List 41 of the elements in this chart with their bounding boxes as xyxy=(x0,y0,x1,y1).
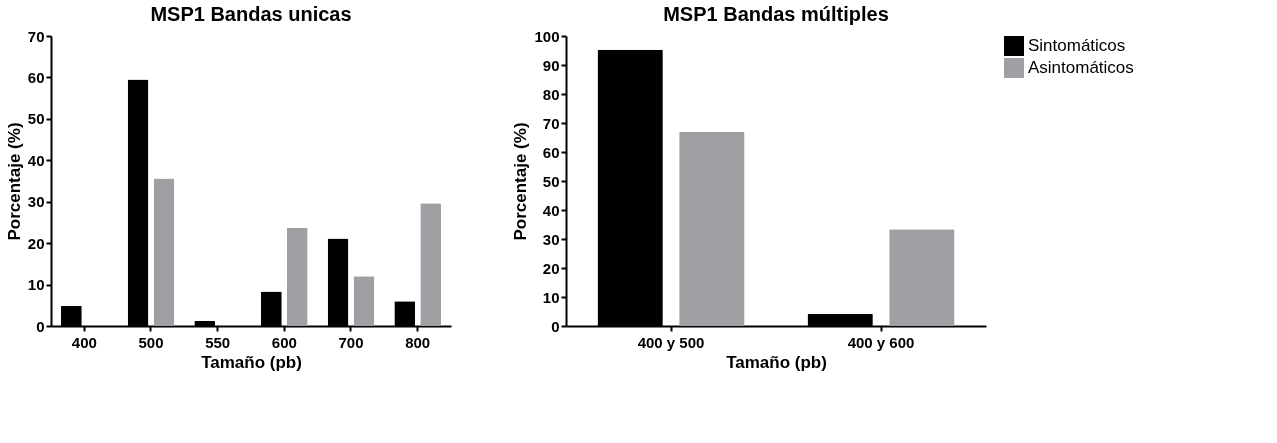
y-tick-label: 70 xyxy=(27,27,45,45)
bar xyxy=(353,276,375,326)
bar xyxy=(679,131,745,326)
y-tick-label: 60 xyxy=(542,143,560,161)
y-tick-label: 0 xyxy=(36,317,45,335)
y-tick-label: 40 xyxy=(27,151,45,169)
x-axis-title: Tamaño (pb) xyxy=(201,352,302,372)
chart-title: MSP1 Bandas unicas xyxy=(150,3,352,25)
x-tick-label: 800 xyxy=(405,333,431,351)
y-tick-label: 10 xyxy=(27,276,45,294)
bar xyxy=(420,203,441,326)
x-tick-label: 500 xyxy=(138,333,164,351)
y-tick-label: 80 xyxy=(542,85,560,103)
y-tick-label: 0 xyxy=(551,317,560,335)
x-axis-title: Tamaño (pb) xyxy=(726,352,827,372)
y-tick-label: 60 xyxy=(27,68,45,86)
y-tick-label: 20 xyxy=(27,234,45,252)
y-axis-title: Porcentaje (%) xyxy=(4,122,24,241)
x-tick-label: 400 y 500 xyxy=(637,333,705,351)
y-tick-label: 50 xyxy=(542,172,560,190)
bar xyxy=(286,227,308,326)
x-tick-label: 400 xyxy=(71,333,97,351)
y-tick-label: 90 xyxy=(542,56,560,74)
y-tick-label: 40 xyxy=(542,201,560,219)
y-tick-label: 70 xyxy=(542,114,560,132)
x-tick-label: 700 xyxy=(338,333,364,351)
y-tick-label: 100 xyxy=(534,27,560,45)
x-tick-label: 550 xyxy=(205,333,231,351)
y-tick-label: 20 xyxy=(542,259,560,277)
y-tick-label: 50 xyxy=(27,110,45,128)
legend-label: Asintomáticos xyxy=(1028,58,1134,77)
y-tick-label: 30 xyxy=(27,193,45,211)
x-tick-label: 600 xyxy=(271,333,297,351)
x-tick-label: 400 y 600 xyxy=(847,333,915,351)
bar xyxy=(153,178,175,326)
chart-title: MSP1 Bandas múltiples xyxy=(663,3,889,25)
bar xyxy=(889,229,955,326)
y-tick-label: 10 xyxy=(542,288,560,306)
y-axis-title: Porcentaje (%) xyxy=(511,122,531,241)
legend-label: Sintomáticos xyxy=(1028,36,1126,55)
y-tick-label: 30 xyxy=(542,230,560,248)
